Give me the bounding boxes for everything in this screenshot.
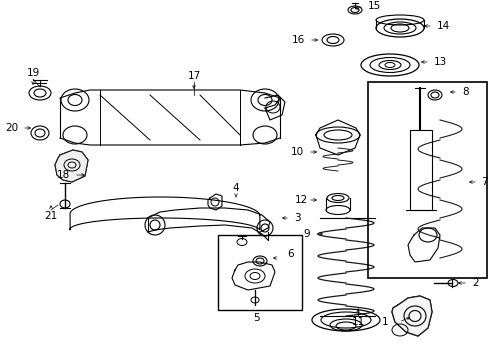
Text: 18: 18	[57, 170, 70, 180]
Text: 6: 6	[286, 249, 293, 259]
Text: 5: 5	[252, 313, 259, 323]
Text: 4: 4	[232, 183, 239, 193]
Text: 17: 17	[187, 71, 200, 81]
Text: 7: 7	[480, 177, 487, 187]
Text: 20: 20	[5, 123, 18, 133]
Text: 3: 3	[293, 213, 300, 223]
Text: 19: 19	[26, 68, 40, 78]
Polygon shape	[55, 150, 88, 182]
Text: 12: 12	[294, 195, 307, 205]
Polygon shape	[391, 296, 431, 336]
Text: 11: 11	[351, 317, 364, 327]
Text: 21: 21	[44, 211, 58, 221]
Bar	[218, 235, 302, 310]
Text: 9: 9	[303, 229, 309, 239]
Text: 10: 10	[290, 147, 304, 157]
Text: 8: 8	[461, 87, 468, 97]
Bar	[409, 130, 431, 210]
Text: 2: 2	[471, 278, 478, 288]
Text: 13: 13	[433, 57, 447, 67]
Text: 16: 16	[291, 35, 305, 45]
Bar	[367, 82, 486, 278]
Text: 15: 15	[367, 1, 381, 11]
Text: 1: 1	[381, 317, 387, 327]
Text: 14: 14	[436, 21, 449, 31]
